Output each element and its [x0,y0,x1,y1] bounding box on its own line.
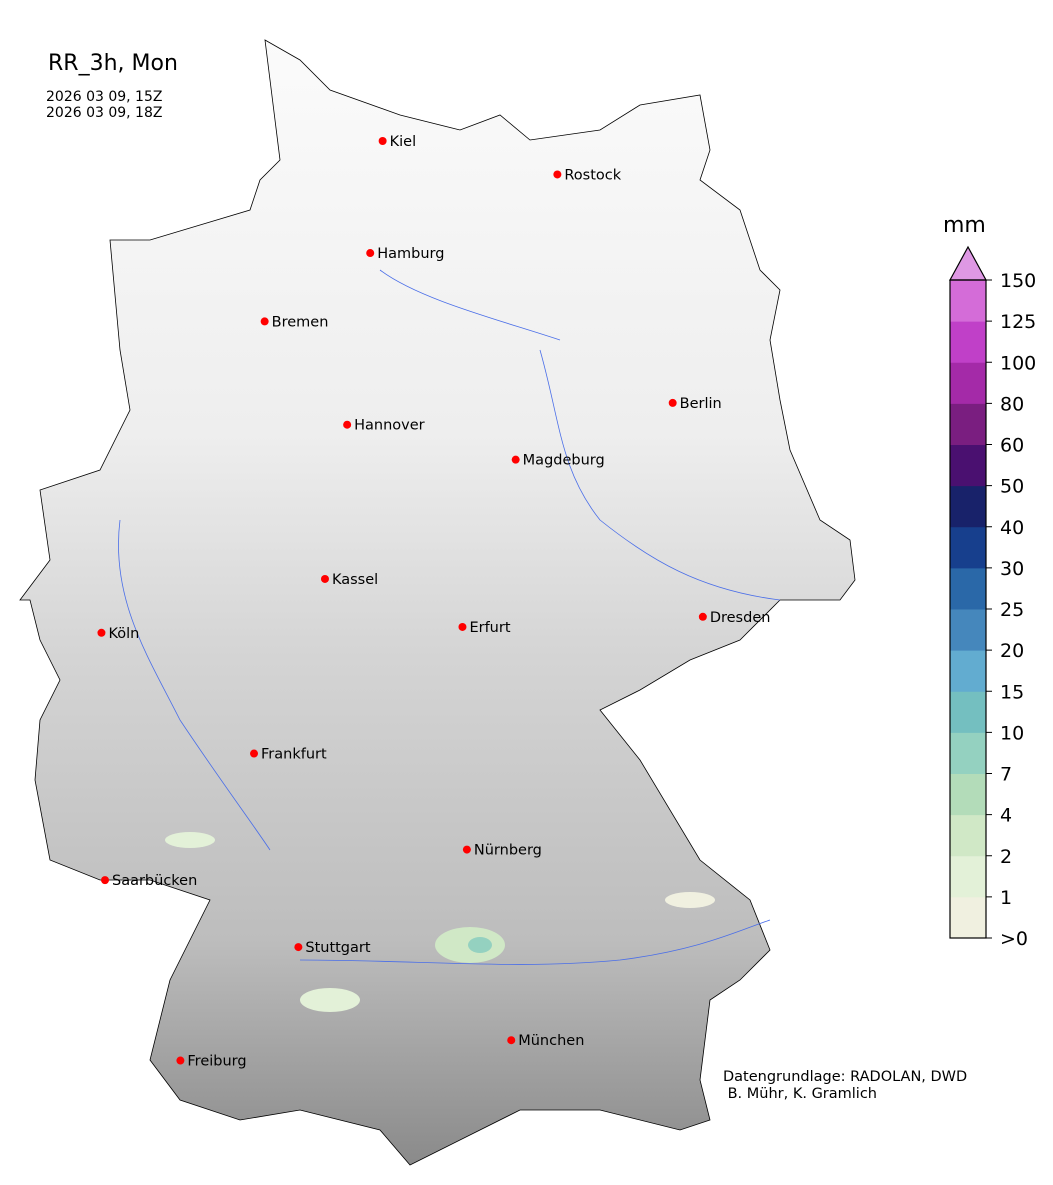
colorbar-segment [950,650,986,692]
colorbar-segment [950,732,986,774]
city-marker [458,622,467,631]
city-label: Erfurt [469,620,510,636]
city-marker [511,455,520,464]
city-label: Bremen [272,314,329,330]
colorbar-tick-label: 60 [1000,435,1024,457]
city-label: München [518,1033,584,1049]
colorbar-segment [950,485,986,528]
colorbar-tick-label: 40 [1000,517,1024,539]
city-label: Berlin [680,396,722,412]
colorbar-tick-label: 1 [1000,887,1012,909]
map-title: RR_3h, Mon [48,51,178,76]
city-marker [698,612,707,621]
city-label: Freiburg [187,1054,246,1070]
colorbar-tick-label: 30 [1000,558,1024,580]
colorbar-segment [950,567,986,610]
city-label: Rostock [564,167,621,183]
colorbar-tick-label: 15 [1000,681,1024,703]
colorbar-tick-label: 80 [1000,393,1024,415]
city-marker [378,137,387,145]
colorbar-segment [950,896,986,939]
colorbar-tick-label: >0 [1000,928,1028,950]
city-label: Magdeburg [523,453,605,469]
colorbar-segment [950,362,986,404]
germany-outline [19,39,856,1166]
colorbar-tick-label: 25 [1000,599,1024,621]
rivers [118,269,781,965]
colorbar-tick-label: 10 [1000,722,1024,744]
city-marker [97,628,106,637]
colorbar-tick-label: 100 [1000,352,1036,374]
city-label: Saarbücken [112,873,197,889]
colorbar-segment [950,526,986,569]
city-marker [294,943,303,952]
city-label: Dresden [710,610,771,626]
colorbar-tick-label: 125 [1000,311,1036,333]
credit-source: Datengrundlage: RADOLAN, DWD [723,1069,968,1085]
city-marker [250,749,259,758]
city-label: Kassel [332,572,378,588]
colorbar-extend-arrow [948,245,988,281]
city-marker [366,249,375,258]
city-marker [462,845,471,854]
city-marker [320,574,329,583]
credit-authors: B. Mühr, K. Gramlich [723,1086,877,1102]
colorbar-tick-label: 4 [1000,805,1012,827]
colorbar-tick-label: 150 [1000,270,1036,292]
city-marker [101,876,109,885]
colorbar-segment [950,855,986,898]
city-label: Stuttgart [305,940,371,956]
city-marker [176,1056,185,1065]
precip-patches [165,832,715,1012]
colorbar-tick-label: 50 [1000,476,1024,498]
city-marker [343,420,352,429]
colorbar-segment [950,609,986,651]
city-marker [553,170,562,179]
city-label: Nürnberg [474,843,542,859]
colorbar-tick-label: 20 [1000,640,1024,662]
colorbar-unit: mm [943,213,986,238]
colorbar-segment [950,444,986,487]
city-marker [507,1036,516,1045]
colorbar-segment [950,691,986,733]
colorbar-segment [950,280,986,322]
colorbar: >0 1 2 4 7 10 15 20 25 30 40 50 60 80 100 125 150 [948,245,1036,950]
time-start: 2026 03 09, 15Z [46,89,163,105]
city-label: Frankfurt [261,747,327,763]
city-label: Hannover [354,418,425,434]
colorbar-segment [950,773,986,816]
city-label: Köln [108,626,139,642]
city-marker [668,398,677,407]
colorbar-segment [950,321,986,363]
time-end: 2026 03 09, 18Z [46,105,163,121]
colorbar-tick-label: 2 [1000,846,1012,868]
city-marker [260,317,269,326]
colorbar-segment [950,403,986,445]
colorbar-segment [950,814,986,857]
germany-precipitation-map: Kiel Rostock Hamburg Bremen Berlin Hannover Ma… [19,39,856,1166]
city-label: Kiel [390,134,417,150]
city-label: Hamburg [377,246,444,262]
colorbar-tick-label: 7 [1000,764,1012,786]
